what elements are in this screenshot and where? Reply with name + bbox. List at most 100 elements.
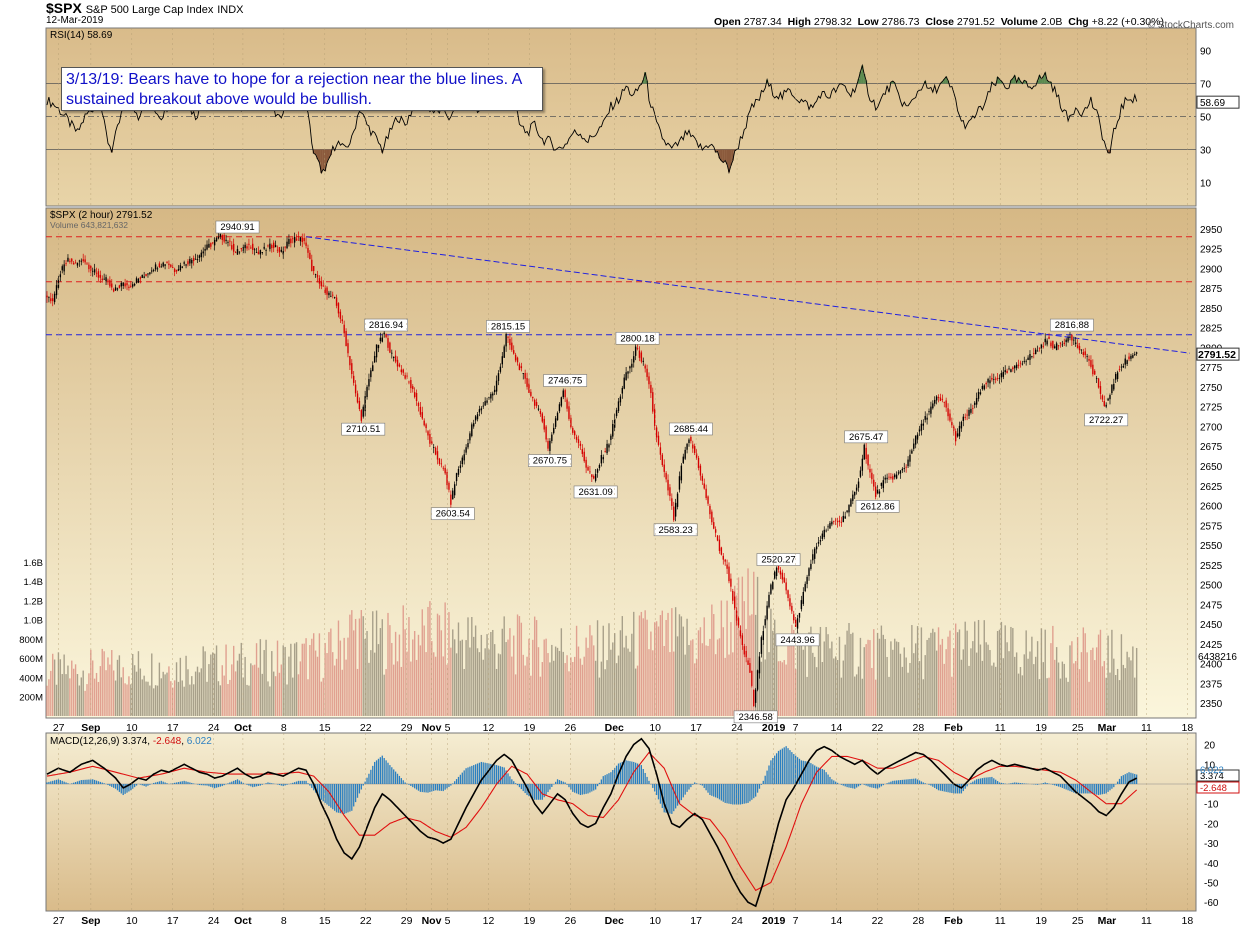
candle-body bbox=[292, 238, 294, 240]
x-axis-label: 17 bbox=[167, 722, 179, 734]
candle-body bbox=[459, 465, 462, 469]
candle-body bbox=[1042, 345, 1045, 347]
candle-body bbox=[133, 284, 136, 286]
candle-body bbox=[633, 356, 635, 363]
candle-body bbox=[349, 356, 351, 366]
candle-body bbox=[612, 423, 614, 437]
candle-body bbox=[269, 243, 271, 250]
rsi-panel-bg bbox=[45, 27, 1197, 207]
macd-tick-label: -60 bbox=[1204, 898, 1219, 909]
candle-body bbox=[1002, 371, 1005, 377]
candle-body bbox=[1082, 352, 1085, 356]
x-axis-label: 18 bbox=[1182, 722, 1194, 734]
candle-body bbox=[553, 427, 555, 434]
rsi-tick-label: 50 bbox=[1200, 113, 1212, 124]
chg-value: +8.22 (+0.30%) bbox=[1091, 16, 1164, 28]
x-axis-label: 10 bbox=[649, 722, 661, 734]
candle-body bbox=[1084, 351, 1086, 356]
candle-body bbox=[1099, 386, 1102, 394]
candle-body bbox=[1073, 339, 1075, 341]
candle-body bbox=[674, 502, 677, 517]
candle-body bbox=[236, 249, 239, 255]
candle-body bbox=[814, 548, 816, 559]
candle-body bbox=[120, 282, 122, 287]
price-annotation-box bbox=[528, 454, 572, 467]
candle-body bbox=[253, 249, 256, 251]
candle-body bbox=[600, 455, 603, 464]
candle-body bbox=[543, 418, 545, 430]
candle-body bbox=[328, 292, 330, 296]
price-tick-label: 2425 bbox=[1200, 640, 1223, 651]
candle-body bbox=[707, 496, 709, 504]
price-annotation-box bbox=[615, 331, 660, 345]
macd-label: MACD(12,26,9) 3.374, -2.648, 6.022 bbox=[50, 736, 212, 747]
candle-body bbox=[271, 244, 273, 249]
candle-body bbox=[112, 289, 115, 292]
candle-body bbox=[855, 487, 858, 491]
candle-body bbox=[882, 480, 884, 489]
candle-body bbox=[836, 521, 839, 523]
volume-tick-label: 400M bbox=[19, 673, 43, 684]
candle-body bbox=[657, 435, 660, 445]
candle-body bbox=[581, 449, 584, 454]
candle-body bbox=[998, 377, 1001, 379]
candle-body bbox=[293, 236, 296, 243]
rsi-tick-label: 70 bbox=[1200, 80, 1212, 91]
price-annotation-label: 2816.88 bbox=[1055, 320, 1089, 331]
candle-body bbox=[168, 263, 170, 266]
candle-body bbox=[431, 441, 433, 444]
candle-body bbox=[621, 387, 624, 394]
candle-body bbox=[320, 281, 323, 287]
price-annotation-box bbox=[430, 507, 475, 521]
candle-body bbox=[1000, 373, 1003, 378]
rsi-value-label: 58.69 bbox=[1200, 98, 1225, 109]
candle-body bbox=[1088, 358, 1090, 361]
candle-body bbox=[798, 612, 801, 618]
candle-body bbox=[147, 273, 149, 275]
candle-body bbox=[827, 526, 829, 528]
candle-body bbox=[667, 479, 669, 491]
candle-body bbox=[857, 481, 860, 488]
candle-body bbox=[743, 646, 745, 655]
candle-body bbox=[876, 489, 879, 494]
candle-body bbox=[122, 282, 124, 286]
price-annotation-box bbox=[855, 500, 900, 513]
candle-body bbox=[909, 454, 911, 462]
x-axis-label: 11 bbox=[1141, 722, 1152, 734]
candle-body bbox=[162, 262, 164, 267]
candle-body bbox=[166, 262, 168, 263]
candle-body bbox=[617, 401, 620, 411]
candle-body bbox=[930, 406, 932, 414]
candle-body bbox=[1107, 398, 1109, 401]
candle-body bbox=[375, 344, 378, 358]
candle-body bbox=[623, 377, 625, 389]
candle-body bbox=[669, 487, 671, 496]
candle-body bbox=[520, 366, 523, 369]
candle-body bbox=[636, 348, 639, 350]
candle-body bbox=[528, 383, 530, 393]
candle-body bbox=[335, 297, 338, 306]
x-axis-label: 19 bbox=[1035, 722, 1047, 734]
ticker: $SPX bbox=[46, 0, 82, 16]
candle-body bbox=[1078, 345, 1081, 351]
open-label: Open bbox=[714, 16, 741, 28]
candle-body bbox=[503, 346, 505, 358]
price-tick-label: 2750 bbox=[1200, 383, 1223, 394]
candle-body bbox=[768, 594, 770, 608]
candle-body bbox=[783, 577, 785, 583]
candle-body bbox=[232, 243, 235, 252]
candle-body bbox=[1054, 346, 1056, 349]
candle-body bbox=[99, 274, 102, 278]
x-axis-label: 17 bbox=[690, 722, 702, 734]
candle-body bbox=[1094, 370, 1096, 375]
price-annotation-box bbox=[486, 320, 530, 333]
candle-body bbox=[158, 263, 161, 268]
candle-body bbox=[566, 399, 568, 409]
candle-body bbox=[248, 243, 250, 245]
candle-body bbox=[1076, 343, 1079, 349]
candle-body bbox=[280, 249, 283, 252]
candle-body bbox=[937, 396, 940, 398]
candle-body bbox=[299, 237, 302, 242]
candle-body bbox=[191, 259, 193, 264]
candle-body bbox=[231, 245, 233, 250]
